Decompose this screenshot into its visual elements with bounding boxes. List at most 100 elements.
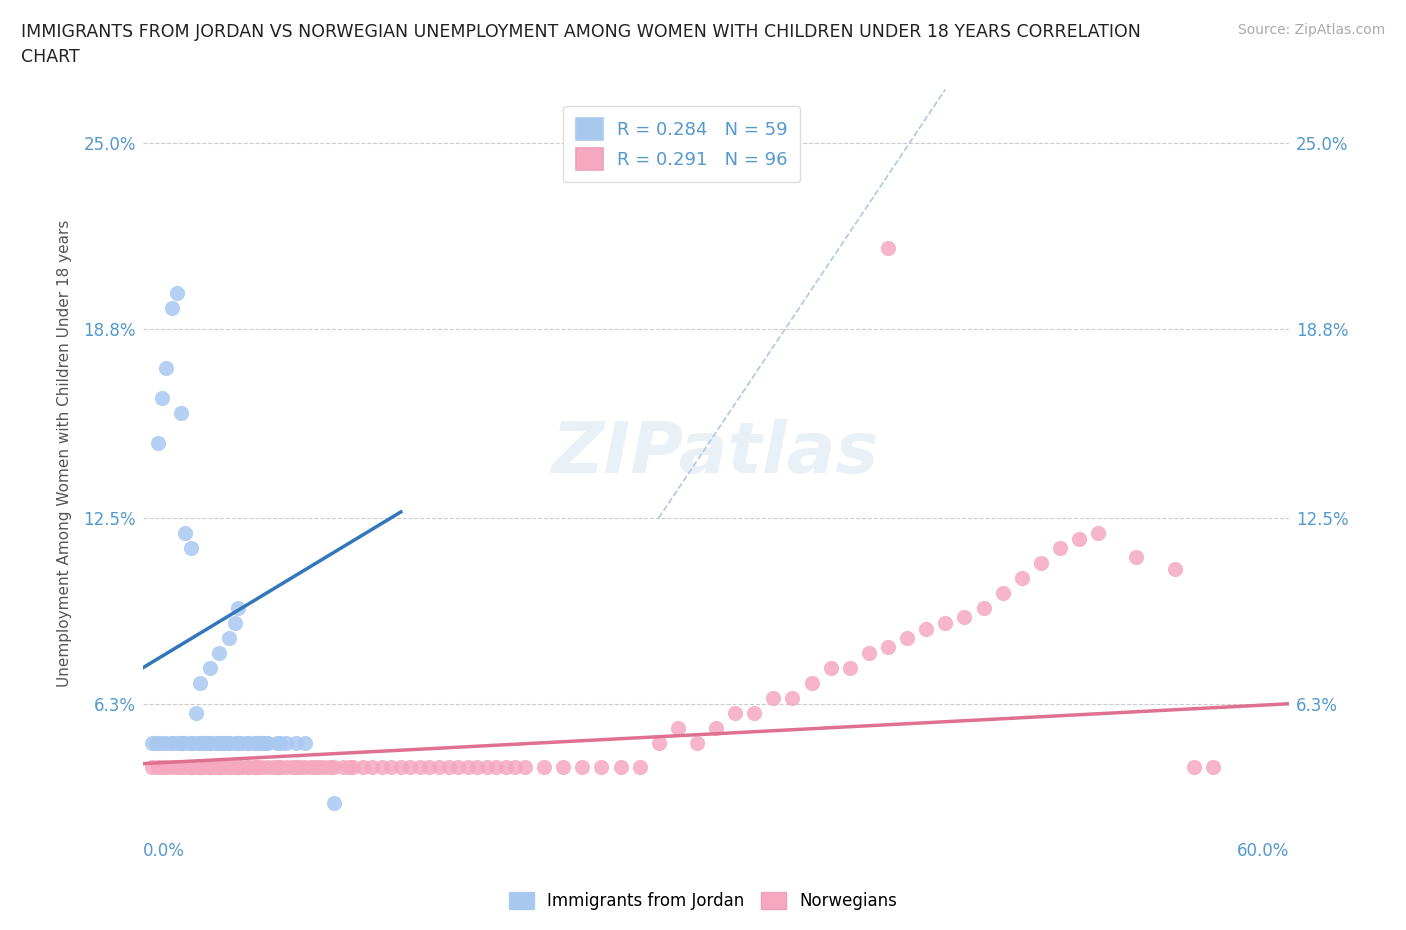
Point (1202, 759, 1225, 774)
Point (276, 759, 298, 774)
Point (332, 759, 354, 774)
Point (193, 759, 215, 774)
Point (198, 759, 221, 774)
Point (231, 759, 253, 774)
Point (1087, 525, 1109, 540)
Point (704, 720, 727, 735)
Point (934, 616, 956, 631)
Point (208, 759, 231, 774)
Y-axis label: Unemployment Among Women with Children Under 18 years: Unemployment Among Women with Children U… (58, 219, 72, 687)
Point (319, 759, 342, 774)
Point (146, 435, 169, 450)
Point (281, 759, 304, 774)
Point (236, 736, 259, 751)
Point (820, 660, 842, 675)
Point (877, 241, 900, 256)
Point (505, 759, 527, 774)
Point (762, 690, 785, 705)
Point (1125, 550, 1147, 565)
Point (294, 736, 316, 751)
Point (648, 736, 671, 751)
Point (475, 759, 498, 774)
Point (485, 759, 508, 774)
Point (399, 759, 422, 774)
Point (186, 759, 208, 774)
Point (1067, 531, 1090, 546)
Point (188, 675, 211, 690)
Point (447, 759, 470, 774)
Point (256, 736, 278, 751)
Point (256, 759, 278, 774)
Point (533, 759, 555, 774)
Point (299, 759, 322, 774)
Point (193, 736, 215, 751)
Point (145, 736, 167, 751)
Point (155, 361, 177, 376)
Point (686, 736, 709, 751)
Point (224, 736, 246, 751)
Point (150, 736, 173, 751)
Point (208, 736, 231, 751)
Point (146, 759, 169, 774)
Point (380, 759, 402, 774)
Point (160, 759, 183, 774)
Point (160, 736, 183, 751)
Point (1049, 540, 1071, 555)
Point (269, 736, 291, 751)
Point (323, 759, 346, 774)
Point (198, 736, 221, 751)
Point (609, 759, 631, 774)
Point (242, 736, 264, 751)
Point (146, 736, 169, 751)
Point (262, 759, 284, 774)
Point (465, 759, 488, 774)
Point (166, 759, 188, 774)
Point (284, 736, 307, 751)
Point (389, 759, 412, 774)
Point (204, 759, 226, 774)
Point (180, 736, 202, 751)
Point (218, 736, 240, 751)
Text: Source: ZipAtlas.com: Source: ZipAtlas.com (1237, 23, 1385, 37)
Point (228, 759, 250, 774)
Text: IMMIGRANTS FROM JORDAN VS NORWEGIAN UNEMPLOYMENT AMONG WOMEN WITH CHILDREN UNDER: IMMIGRANTS FROM JORDAN VS NORWEGIAN UNEM… (21, 23, 1140, 66)
Point (308, 759, 330, 774)
Point (174, 525, 197, 540)
Point (877, 639, 900, 654)
Point (266, 736, 288, 751)
Point (591, 759, 613, 774)
Text: ZIPatlas: ZIPatlas (553, 419, 880, 488)
Point (242, 759, 264, 774)
Point (155, 736, 177, 751)
Point (186, 705, 208, 720)
Point (427, 759, 450, 774)
Point (188, 759, 211, 774)
Point (304, 759, 326, 774)
Point (553, 759, 575, 774)
Point (150, 391, 173, 405)
Point (276, 736, 298, 751)
Point (228, 736, 250, 751)
Point (180, 540, 202, 555)
Point (170, 736, 193, 751)
Point (214, 736, 236, 751)
Point (218, 759, 240, 774)
Legend: R = 0.284   N = 59, R = 0.291   N = 96: R = 0.284 N = 59, R = 0.291 N = 96 (562, 106, 800, 182)
Text: 0.0%: 0.0% (143, 842, 184, 859)
Point (166, 286, 188, 300)
Point (150, 759, 173, 774)
Point (800, 675, 823, 690)
Point (1182, 759, 1205, 774)
Point (628, 759, 651, 774)
Point (212, 759, 235, 774)
Point (208, 736, 231, 751)
Point (284, 759, 307, 774)
Point (218, 736, 240, 751)
Point (337, 759, 360, 774)
Point (180, 759, 202, 774)
Point (236, 736, 259, 751)
Point (208, 645, 231, 660)
Point (838, 660, 860, 675)
Point (1029, 555, 1052, 570)
Point (186, 736, 208, 751)
